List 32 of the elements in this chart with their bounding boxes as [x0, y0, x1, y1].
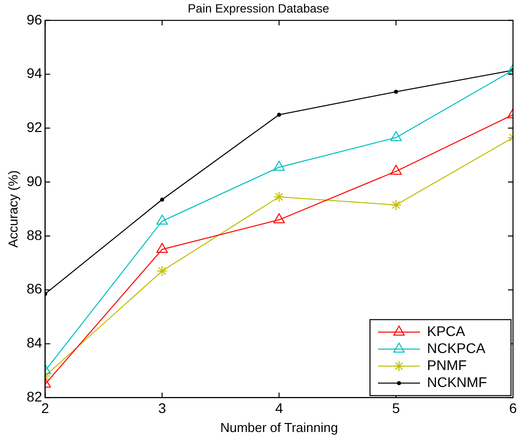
point — [273, 213, 285, 224]
y-tick-label: 88 — [26, 226, 42, 243]
legend-label: NCKPCA — [427, 340, 486, 356]
point — [394, 90, 398, 94]
x-tick-label: 4 — [275, 400, 284, 416]
x-axis-title: Number of Trainning — [220, 420, 338, 435]
chart-title: Pain Expression Database — [188, 2, 330, 16]
y-tick-label: 82 — [26, 388, 42, 404]
y-tick-label: 92 — [26, 119, 42, 136]
legend-label: NCKNMF — [427, 374, 487, 390]
y-tick-label: 96 — [26, 11, 42, 28]
y-tick-label: 94 — [26, 65, 42, 82]
point — [390, 164, 402, 175]
point — [156, 242, 168, 253]
x-tick-label: 2 — [41, 400, 50, 416]
point — [273, 160, 285, 171]
y-tick-label: 86 — [26, 280, 42, 297]
legend-label: PNMF — [427, 356, 467, 373]
y-tick-label: 84 — [26, 334, 42, 351]
point — [160, 198, 164, 202]
y-tick-label: 90 — [26, 172, 42, 189]
point — [156, 265, 168, 276]
point — [390, 131, 402, 142]
x-tick-label: 3 — [158, 400, 166, 416]
point — [156, 214, 168, 225]
legend-label: KPCA — [427, 322, 466, 339]
x-tick-label: 6 — [509, 400, 518, 416]
point — [390, 199, 402, 210]
point — [274, 191, 285, 202]
point — [277, 112, 282, 117]
y-axis-title: Accuracy (%) — [5, 170, 20, 248]
x-tick-label: 5 — [392, 400, 400, 416]
